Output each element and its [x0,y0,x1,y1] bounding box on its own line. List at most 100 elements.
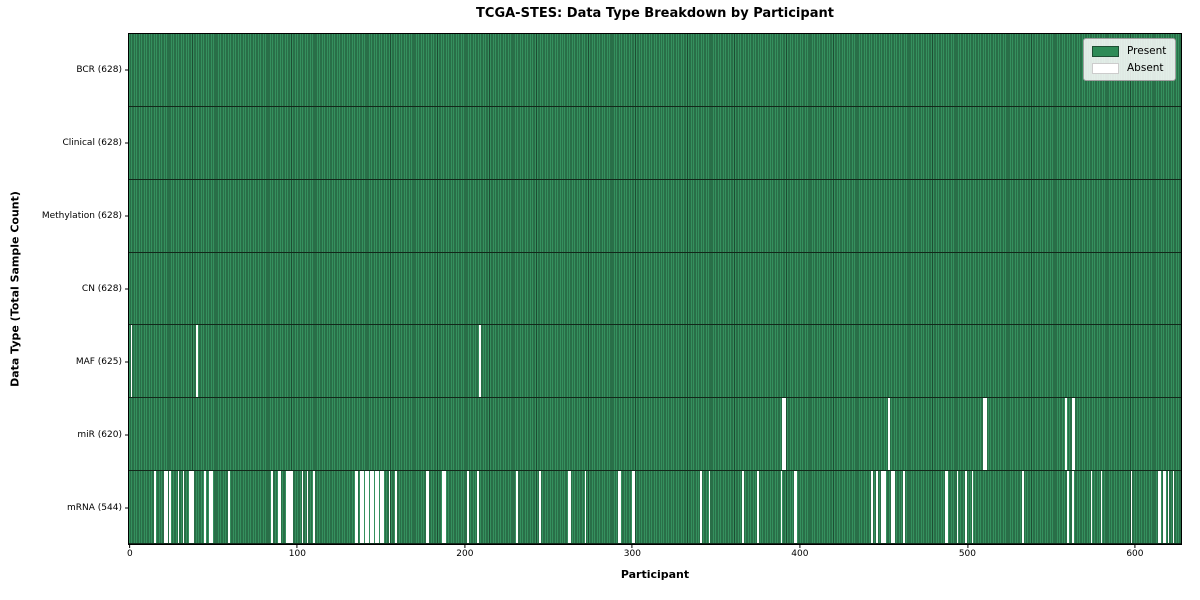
absent-mark [795,471,798,543]
absent-mark [1073,398,1076,471]
absent-mark [291,471,294,543]
absent-mark [306,471,309,543]
y-tick-mark [125,434,129,436]
absent-mark [971,471,974,543]
absent-mark [196,325,198,398]
absent-mark [371,471,374,543]
datatype-row-CN [129,252,1181,326]
absent-mark [442,471,444,543]
x-tick-mark [296,544,298,548]
absent-mark [985,398,987,471]
y-tick-mark [125,142,129,144]
x-tick-mark [966,544,968,548]
absent-mark [1172,471,1175,543]
x-tick-mark [464,544,466,548]
absent-mark [1157,471,1160,543]
absent-mark [871,471,873,543]
y-tick-mark [125,288,129,290]
absent-mark [427,471,429,543]
y-tick-label-Clinical: Clinical (628) [62,138,122,149]
x-tick-label: 200 [456,549,474,559]
absent-mark [1130,471,1133,543]
x-tick-600: 600 [1126,544,1144,559]
x-tick-300: 300 [624,544,641,559]
absent-mark [1100,471,1103,543]
absent-mark [1090,471,1093,543]
absent-mark [882,471,885,543]
absent-mark [356,471,359,543]
legend-label-present: Present [1127,45,1167,57]
x-tick-label: 400 [791,549,809,559]
x-tick-label: 300 [623,549,641,559]
datatype-row-Clinical [129,106,1181,180]
absent-mark [366,471,369,543]
absent-mark [169,471,171,543]
x-tick-500: 500 [959,544,976,559]
x-tick-mark [129,544,131,548]
absent-mark [289,471,292,543]
absent-mark [944,471,947,543]
absent-mark [209,471,212,543]
absent-mark [569,471,572,543]
absent-mark [1159,471,1161,543]
chart-title: TCGA-STES: Data Type Breakdown by Partic… [476,6,834,21]
present-swatch [1092,45,1119,57]
absent-mark [477,471,480,543]
y-tick-mark [125,507,129,509]
absent-mark [361,471,364,543]
absent-mark [902,471,905,543]
absent-mark [375,471,377,543]
y-tick-label-BCR: BCR (628) [76,65,122,76]
absent-mark [1072,398,1074,471]
absent-mark [584,471,587,543]
y-tick-label-MAF: MAF (625) [75,356,122,367]
absent-mark [370,471,372,543]
absent-mark [479,325,481,398]
absent-mark [211,471,213,543]
x-tick-label: 500 [958,549,976,559]
absent-mark [881,471,883,543]
absent-mark [355,471,357,543]
y-axis-label: Data Type (Total Sample Count) [8,191,22,387]
absent-mark [286,471,289,543]
absent-mark [365,471,367,543]
x-tick-mark [1134,544,1136,548]
datatype-row-Methylation [129,179,1181,253]
y-tick-label-miR: miR (620) [77,429,122,440]
absent-mark [876,471,878,543]
absent-mark [757,471,759,543]
absent-mark [360,471,362,543]
x-tick-0: 0 [127,544,133,559]
x-tick-200: 200 [456,544,473,559]
absent-mark [278,471,280,543]
absent-mark [1065,398,1068,471]
x-axis-label: Participant [620,568,690,581]
absent-mark [892,471,895,543]
absent-mark [380,471,382,543]
y-tick-mark [125,361,129,363]
absent-mark [279,471,282,543]
x-tick-100: 100 [289,544,306,559]
y-tick-label-Methylation: Methylation (628) [41,211,122,222]
x-tick-label: 600 [1126,549,1144,559]
absent-mark [1162,471,1165,543]
absent-mark [946,471,949,543]
legend: Present Absent [1083,38,1177,81]
absent-mark [633,471,635,543]
plot-area: BCR (628) Clinical (628) Methylation (628)… [42,33,1182,559]
datatype-row-miR [129,398,1181,472]
absent-mark [1067,471,1069,543]
absent-mark [376,471,379,543]
x-tick-label: 100 [288,549,306,559]
x-tick-mark [799,544,801,548]
x-tick-mark [631,544,633,548]
absent-mark [708,471,711,543]
absent-mark [190,471,193,543]
absent-mark [891,471,893,543]
absent-mark [983,398,985,471]
absent-mark [388,471,391,543]
absent-mark [189,471,191,543]
absent-mark [395,471,398,543]
absent-mark [182,471,185,543]
